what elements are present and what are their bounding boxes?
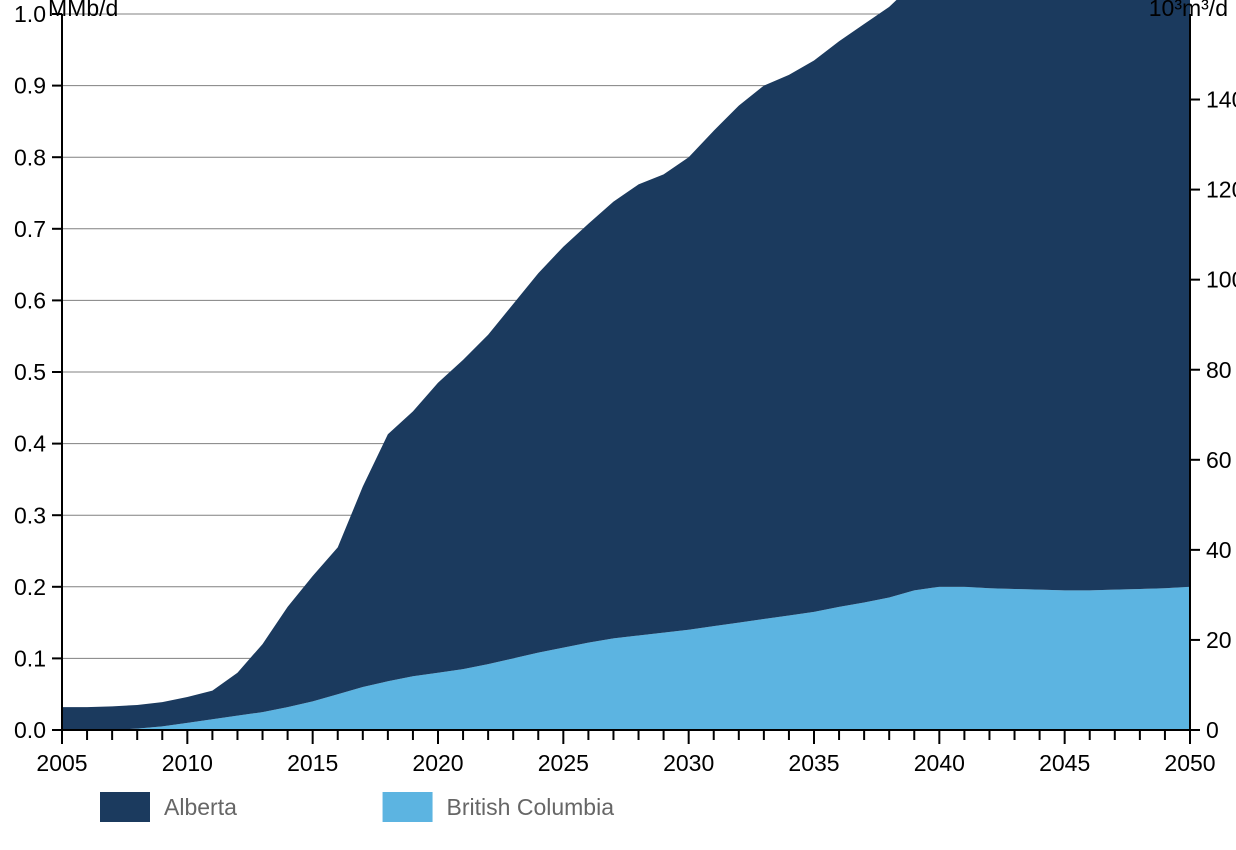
x-tick-label: 2030 [663,750,714,776]
y-right-tick-label: 40 [1206,537,1232,563]
legend-label-bc: British Columbia [447,794,615,820]
x-tick-label: 2040 [914,750,965,776]
y-left-tick-label: 0.9 [14,73,46,99]
x-tick-label: 2050 [1164,750,1215,776]
legend-swatch-ab [100,792,150,822]
y-right-axis-title: 10³m³/d [1149,0,1228,21]
y-left-tick-label: 0.4 [14,431,46,457]
y-left-tick-label: 0.8 [14,144,46,170]
y-left-tick-label: 0.0 [14,717,46,743]
chart-container: 2005201020152020202520302035204020452050… [0,0,1236,850]
x-tick-label: 2025 [538,750,589,776]
y-right-tick-label: 20 [1206,627,1232,653]
y-left-tick-label: 0.7 [14,216,46,242]
x-tick-label: 2010 [162,750,213,776]
x-tick-label: 2015 [287,750,338,776]
y-left-tick-label: 1.0 [14,1,46,27]
x-tick-label: 2020 [412,750,463,776]
y-left-tick-label: 0.5 [14,359,46,385]
x-tick-label: 2005 [36,750,87,776]
y-left-tick-label: 0.1 [14,645,46,671]
stacked-area-chart: 2005201020152020202520302035204020452050… [0,0,1236,850]
legend-label-ab: Alberta [164,794,237,820]
y-left-axis-title: MMb/d [48,0,118,21]
x-tick-label: 2035 [788,750,839,776]
y-left-tick-label: 0.2 [14,574,46,600]
y-right-tick-label: 120 [1206,177,1236,203]
x-tick-label: 2045 [1039,750,1090,776]
y-right-tick-label: 100 [1206,267,1236,293]
y-left-tick-label: 0.3 [14,502,46,528]
y-right-tick-label: 80 [1206,357,1232,383]
y-right-tick-label: 60 [1206,447,1232,473]
legend-swatch-bc [383,792,433,822]
y-right-tick-label: 140 [1206,87,1236,113]
y-right-tick-label: 0 [1206,717,1219,743]
y-left-tick-label: 0.6 [14,287,46,313]
